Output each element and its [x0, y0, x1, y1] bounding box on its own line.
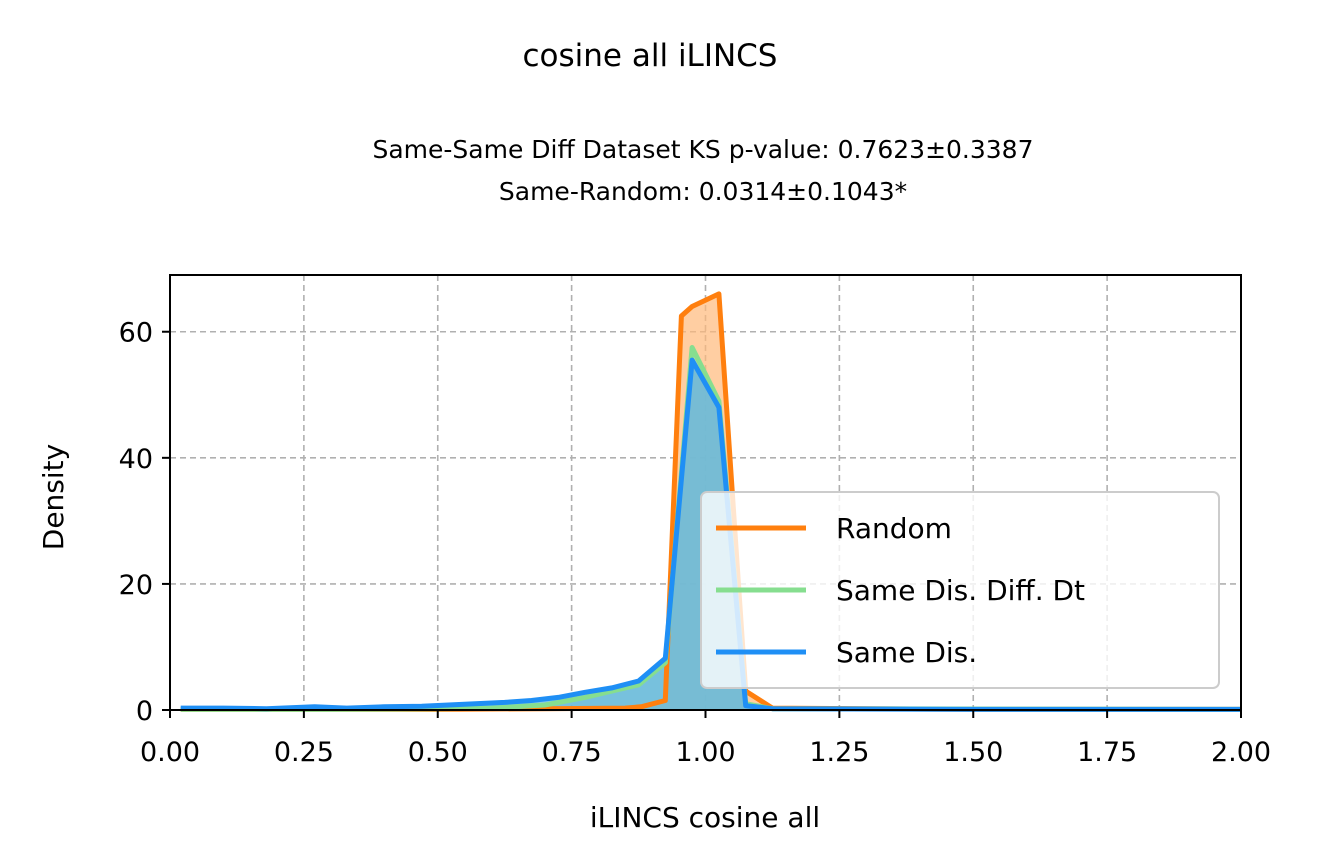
x-tick-label-0: 0.00 — [140, 737, 200, 768]
y-tick-label-0: 0 — [136, 696, 153, 727]
legend-items: Random Same Dis. Diff. Dt Same Dis. — [716, 512, 1085, 669]
x-tick-label-7: 1.75 — [1077, 737, 1137, 768]
x-axis-ticks: 0.00 0.25 0.50 0.75 1.00 1.25 1.50 1.75 2.00 — [140, 710, 1271, 768]
y-tick-label-3: 60 — [119, 318, 153, 349]
legend-label-0: Random — [836, 512, 952, 545]
legend-label-2: Same Dis. — [836, 636, 977, 669]
x-tick-label-8: 2.00 — [1211, 737, 1271, 768]
chart-subtitle-line-1: Same-Same Diff Dataset KS p-value: 0.762… — [372, 135, 1033, 164]
chart-title: cosine all iLINCS — [523, 38, 778, 74]
x-axis-label: iLINCS cosine all — [590, 801, 820, 834]
x-tick-label-1: 0.25 — [274, 737, 334, 768]
y-axis-label: Density — [37, 444, 70, 550]
y-axis-ticks: 0 20 40 60 — [119, 318, 170, 727]
legend-box — [700, 491, 1220, 689]
x-tick-label-4: 1.00 — [675, 737, 735, 768]
x-tick-label-3: 0.75 — [542, 737, 602, 768]
chart-subtitle-line-2: Same-Random: 0.0314±0.1043* — [499, 177, 907, 206]
legend: Random Same Dis. Diff. Dt Same Dis. — [700, 491, 1220, 689]
x-tick-label-5: 1.25 — [809, 737, 869, 768]
legend-label-1: Same Dis. Diff. Dt — [836, 574, 1085, 607]
x-tick-label-6: 1.50 — [943, 737, 1003, 768]
y-tick-label-1: 20 — [119, 570, 153, 601]
y-tick-label-2: 40 — [119, 444, 153, 475]
x-tick-label-2: 0.50 — [408, 737, 468, 768]
